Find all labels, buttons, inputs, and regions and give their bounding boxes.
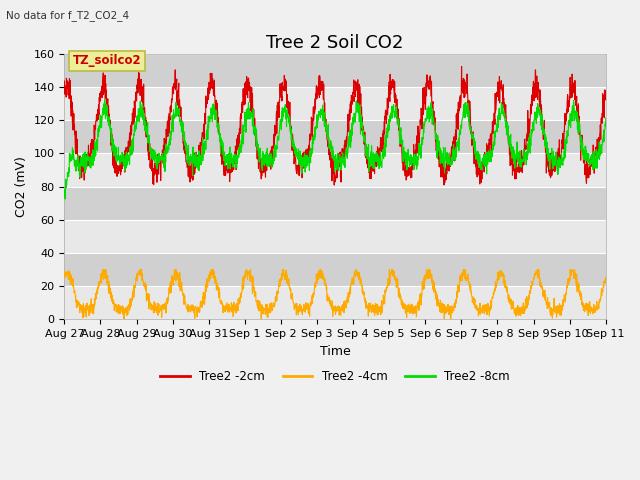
Tree2 -2cm — [211, 109, 219, 115]
Tree2 -4cm — [61, 273, 68, 279]
Line: Tree2 -4cm: Tree2 -4cm — [65, 270, 605, 319]
Tree2 -4cm — [570, 269, 577, 275]
Line: Tree2 -2cm: Tree2 -2cm — [65, 67, 605, 185]
Tree2 -2cm — [493, 90, 500, 96]
Tree2 -8cm — [570, 109, 577, 115]
Tree2 -4cm — [493, 281, 500, 287]
Tree2 -8cm — [554, 170, 562, 176]
Tree2 -4cm — [212, 278, 220, 284]
Tree2 -8cm — [101, 96, 109, 102]
Tree2 -4cm — [120, 316, 128, 322]
Tree2 -4cm — [99, 267, 107, 273]
Tree2 -2cm — [570, 81, 577, 86]
Bar — [65, 54, 605, 87]
Tree2 -8cm — [61, 196, 69, 202]
Tree2 -8cm — [351, 120, 359, 125]
Bar — [65, 253, 605, 286]
Y-axis label: CO2 (mV): CO2 (mV) — [15, 156, 28, 217]
Title: Tree 2 Soil CO2: Tree 2 Soil CO2 — [266, 34, 404, 52]
Tree2 -2cm — [363, 154, 371, 160]
Legend: Tree2 -2cm, Tree2 -4cm, Tree2 -8cm: Tree2 -2cm, Tree2 -4cm, Tree2 -8cm — [156, 365, 515, 388]
Tree2 -2cm — [602, 97, 609, 103]
Tree2 -2cm — [330, 182, 338, 188]
Tree2 -8cm — [363, 149, 371, 155]
Text: TZ_soilco2: TZ_soilco2 — [72, 54, 141, 67]
X-axis label: Time: Time — [320, 345, 351, 358]
Tree2 -4cm — [602, 276, 609, 282]
Tree2 -4cm — [351, 273, 359, 279]
Tree2 -8cm — [493, 121, 500, 127]
Line: Tree2 -8cm: Tree2 -8cm — [65, 99, 605, 199]
Tree2 -8cm — [212, 107, 220, 113]
Bar — [65, 120, 605, 154]
Tree2 -2cm — [61, 78, 68, 84]
Tree2 -8cm — [61, 193, 68, 199]
Tree2 -2cm — [458, 64, 465, 70]
Text: No data for f_T2_CO2_4: No data for f_T2_CO2_4 — [6, 10, 129, 21]
Bar — [65, 187, 605, 220]
Tree2 -4cm — [363, 302, 371, 308]
Tree2 -8cm — [602, 115, 609, 121]
Tree2 -2cm — [554, 145, 562, 151]
Tree2 -4cm — [554, 303, 562, 309]
Tree2 -2cm — [351, 87, 358, 93]
